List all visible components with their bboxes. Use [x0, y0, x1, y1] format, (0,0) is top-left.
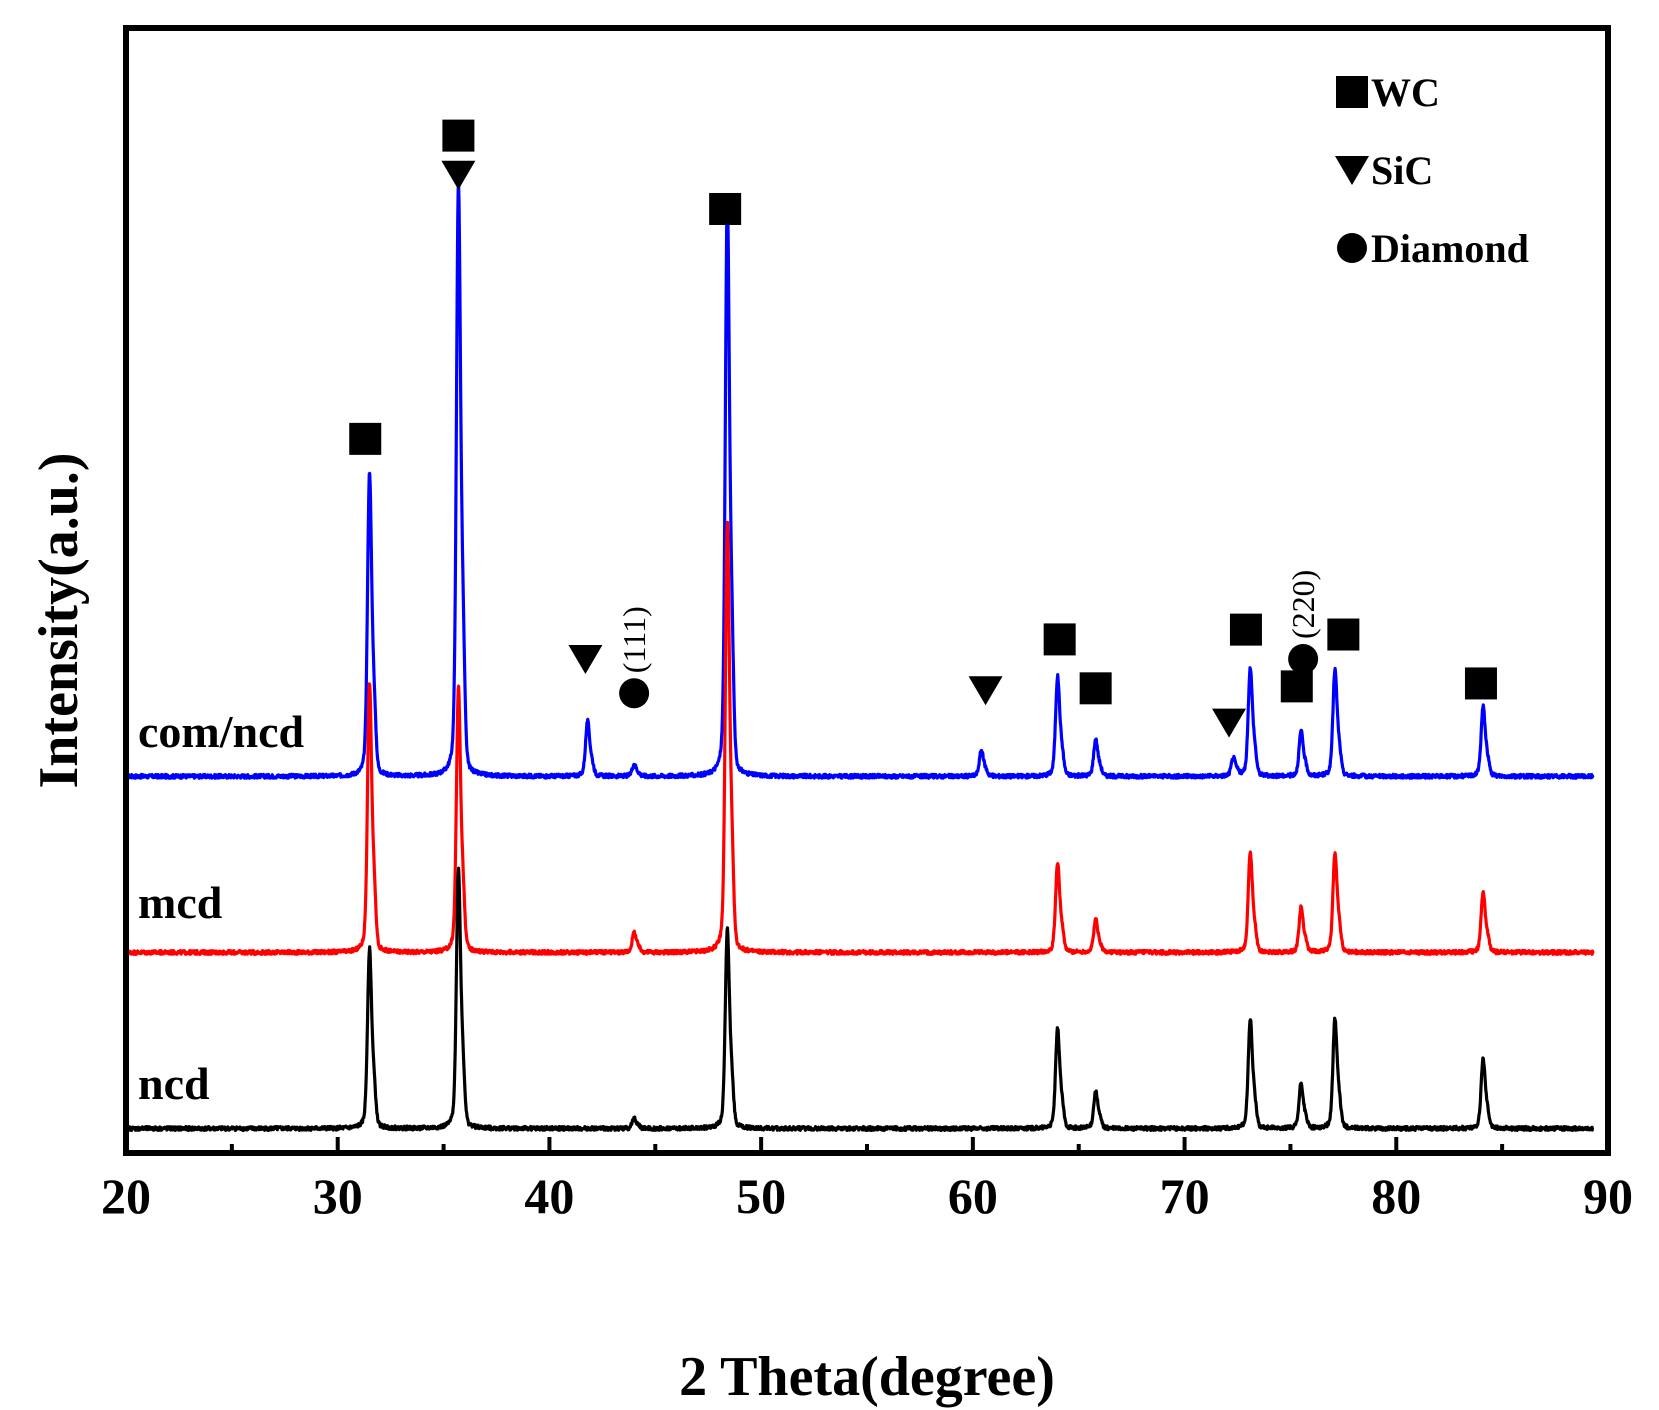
series-line-ncd	[125, 866, 1595, 1133]
diamond-marker	[619, 678, 650, 709]
plot-frame	[123, 25, 1611, 1156]
series-labels: com/ncd mcd ncd	[138, 706, 305, 1109]
wc-marker	[349, 422, 382, 455]
wc-marker	[1079, 672, 1112, 705]
series-label-ncd: ncd	[138, 1058, 210, 1109]
wc-marker	[1464, 667, 1497, 700]
series-line-com-ncd	[125, 182, 1595, 780]
sic-marker	[441, 160, 476, 190]
x-axis-ticks: 20 30 40 50 60 70 80 90	[101, 1137, 1633, 1224]
y-axis-title: Intensity(a.u.)	[28, 452, 90, 788]
wc-marker	[1229, 613, 1262, 646]
plane-label: (111)	[616, 606, 652, 673]
wc-marker	[1327, 618, 1360, 651]
x-tick-label: 60	[948, 1168, 998, 1224]
legend-label: Diamond	[1371, 226, 1529, 271]
series-label-mcd: mcd	[138, 877, 223, 928]
wc-marker	[709, 192, 742, 225]
wc-marker	[1280, 670, 1313, 703]
diamond-marker	[1288, 643, 1319, 674]
x-tick-label: 50	[736, 1168, 786, 1224]
legend-triangle-down-marker	[1335, 156, 1369, 185]
sic-marker	[1212, 708, 1247, 738]
legend-circle-marker	[1337, 233, 1367, 263]
plot-area	[125, 182, 1595, 1133]
x-tick-label: 90	[1583, 1168, 1633, 1224]
legend: WC SiC Diamond	[1335, 70, 1529, 271]
sic-marker	[568, 644, 603, 674]
x-tick-label: 80	[1371, 1168, 1421, 1224]
phase-annotations: (111) (220)	[349, 119, 1497, 738]
series-label-com-ncd: com/ncd	[138, 706, 305, 757]
legend-square-marker	[1336, 76, 1368, 108]
wc-marker	[1043, 623, 1076, 656]
sic-marker	[968, 676, 1003, 706]
wc-marker	[442, 119, 475, 152]
x-tick-label: 30	[313, 1168, 363, 1224]
legend-label: WC	[1371, 70, 1440, 115]
x-tick-label: 70	[1160, 1168, 1210, 1224]
x-tick-label: 40	[524, 1168, 574, 1224]
legend-label: SiC	[1371, 148, 1433, 193]
x-axis-title: 2 Theta(degree)	[679, 1346, 1055, 1408]
x-tick-label: 20	[101, 1168, 151, 1224]
plane-label: (220)	[1285, 570, 1321, 639]
series-line-mcd	[125, 520, 1595, 956]
